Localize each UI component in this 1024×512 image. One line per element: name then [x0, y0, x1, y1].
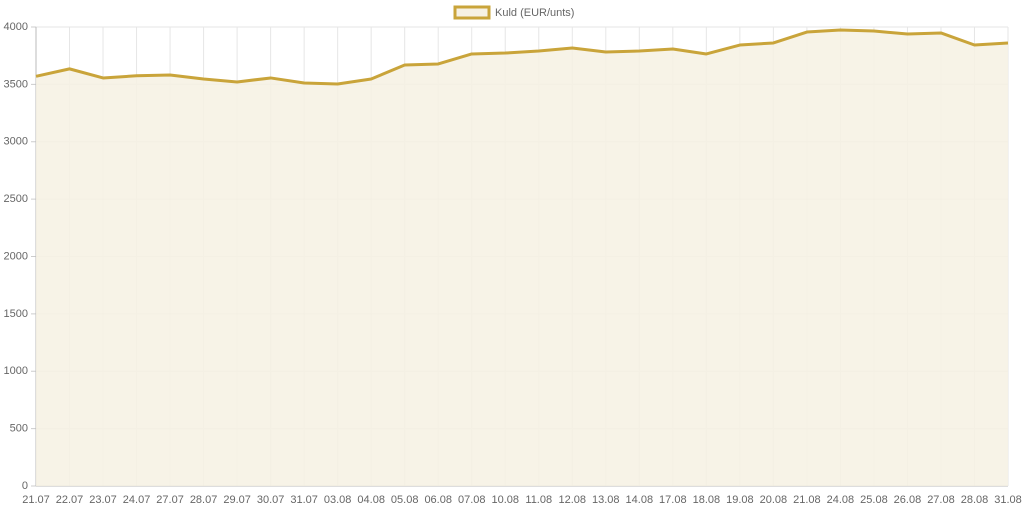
- y-tick-label: 2500: [4, 193, 28, 205]
- area: [36, 29, 1008, 487]
- x-tick-label: 07.08: [458, 494, 486, 506]
- x-tick-label: 28.08: [961, 494, 989, 506]
- x-tick-label: 13.08: [592, 494, 620, 506]
- legend: Kuld (EUR/unts): [453, 5, 574, 20]
- x-tick-label: 21.08: [793, 494, 821, 506]
- x-tick-label: 20.08: [760, 494, 788, 506]
- legend-swatch: [453, 5, 491, 20]
- y-tick-label: 0: [22, 480, 28, 492]
- x-tick-label: 31.08: [994, 494, 1022, 506]
- y-tick-label: 500: [10, 423, 28, 435]
- x-tick-label: 10.08: [491, 494, 519, 506]
- y-tick-label: 3000: [4, 136, 28, 148]
- x-tick-label: 17.08: [659, 494, 687, 506]
- x-tick-label: 12.08: [559, 494, 587, 506]
- x-tick-label: 28.07: [190, 494, 218, 506]
- x-tick-label: 22.07: [56, 494, 84, 506]
- line: [35, 28, 1009, 86]
- x-tick-label: 11.08: [525, 494, 552, 506]
- x-tick-label: 18.08: [693, 494, 721, 506]
- x-tick-label: 25.08: [860, 494, 888, 506]
- x-tick-label: 27.07: [156, 494, 184, 506]
- x-tick-label: 05.08: [391, 494, 419, 506]
- x-tick-label: 03.08: [324, 494, 352, 506]
- legend-label: Kuld (EUR/unts): [495, 7, 574, 19]
- x-tick-label: 31.07: [290, 494, 318, 506]
- x-tick-label: 24.08: [827, 494, 855, 506]
- x-tick-label: 04.08: [357, 494, 385, 506]
- y-tick-label: 2000: [4, 250, 28, 262]
- y-tick-label: 1000: [4, 365, 28, 377]
- y-tick-label: 1500: [4, 308, 28, 320]
- x-tick-label: 26.08: [894, 494, 922, 506]
- x-tick-label: 19.08: [726, 494, 754, 506]
- x-tick-label: 29.07: [223, 494, 251, 506]
- y-tick-label: 4000: [4, 21, 28, 33]
- x-tick-label: 30.07: [257, 494, 285, 506]
- y-tick-label: 3500: [4, 78, 28, 90]
- x-tick-label: 21.07: [22, 494, 50, 506]
- x-tick-label: 14.08: [626, 494, 654, 506]
- x-tick-label: 24.07: [123, 494, 151, 506]
- x-tick-label: 23.07: [89, 494, 117, 506]
- x-tick-label: 27.08: [927, 494, 955, 506]
- x-tick-label: 06.08: [424, 494, 452, 506]
